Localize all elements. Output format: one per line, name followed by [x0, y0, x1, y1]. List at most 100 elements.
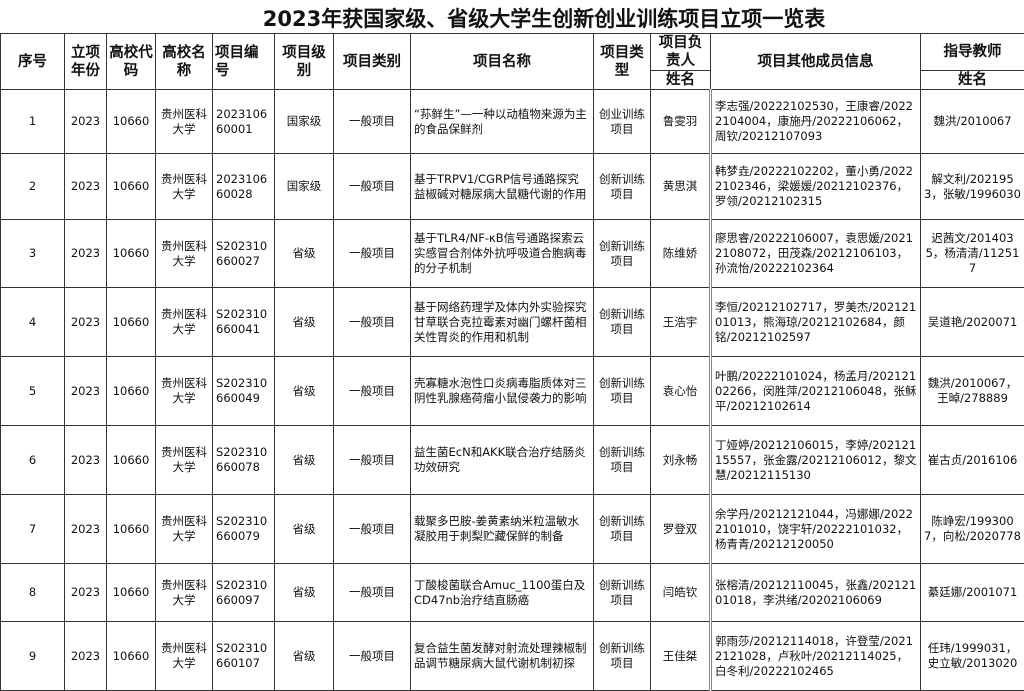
type-cell: 创新训练项目: [594, 154, 651, 220]
type-cell: 创新训练项目: [594, 564, 651, 622]
category-cell: 一般项目: [334, 90, 411, 154]
school-code-cell: 10660: [107, 220, 156, 288]
category-cell: 一般项目: [334, 357, 411, 426]
project-no-cell: S202310660097: [213, 564, 275, 622]
school-name-cell: 贵州医科大学: [156, 154, 213, 220]
header-members: 项目其他成员信息: [711, 34, 921, 90]
category-cell: 一般项目: [334, 622, 411, 691]
leader-cell: 刘永畅: [651, 426, 711, 495]
category-cell: 一般项目: [334, 154, 411, 220]
project-name-cell: 壳寡糖水泡性口炎病毒脂质体对三阴性乳腺癌荷瘤小鼠侵袭力的影响: [411, 357, 594, 426]
seq-cell: 6: [1, 426, 65, 495]
leader-cell: 王佳桀: [651, 622, 711, 691]
header-project-name: 项目名称: [411, 34, 594, 90]
type-cell: 创新训练项目: [594, 495, 651, 564]
year-cell: 2023: [65, 426, 107, 495]
leader-cell: 闫皓钦: [651, 564, 711, 622]
header-school-name: 高校名称: [156, 34, 213, 90]
school-name-cell: 贵州医科大学: [156, 622, 213, 691]
header-school-code: 高校代码: [107, 34, 156, 90]
page-title: 2023年获国家级、省级大学生创新创业训练项目立项一览表: [64, 4, 1024, 34]
members-cell: 余学丹/20212121044，冯娜娜/20222101010，饶宇轩/2022…: [711, 495, 921, 564]
year-cell: 2023: [65, 288, 107, 357]
school-code-cell: 10660: [107, 154, 156, 220]
year-cell: 2023: [65, 495, 107, 564]
level-cell: 国家级: [275, 90, 334, 154]
type-cell: 创新训练项目: [594, 288, 651, 357]
members-cell: 李恒/20212102717，罗美杰/20212101013，熊海琼/20212…: [711, 288, 921, 357]
school-code-cell: 10660: [107, 288, 156, 357]
members-cell: 韩梦垚/20222102202，董小勇/20222102346，梁媛媛/2021…: [711, 154, 921, 220]
level-cell: 省级: [275, 220, 334, 288]
header-project-no: 项目编号: [213, 34, 275, 90]
year-cell: 2023: [65, 564, 107, 622]
school-code-cell: 10660: [107, 90, 156, 154]
type-cell: 创新训练项目: [594, 220, 651, 288]
members-cell: 张榕清/20212110045，张鑫/20212101018，李洪绪/20202…: [711, 564, 921, 622]
project-name-cell: 基于TLR4/NF-κB信号通路探索云实感冒合剂体外抗呼吸道合胞病毒的分子机制: [411, 220, 594, 288]
level-cell: 省级: [275, 495, 334, 564]
advisor-cell: 解文利/2021953，张敏/1996030: [921, 154, 1024, 220]
seq-cell: 8: [1, 564, 65, 622]
leader-cell: 袁心怡: [651, 357, 711, 426]
school-name-cell: 贵州医科大学: [156, 357, 213, 426]
level-cell: 省级: [275, 564, 334, 622]
school-code-cell: 10660: [107, 357, 156, 426]
type-cell: 创新训练项目: [594, 426, 651, 495]
header-leader-name: 姓名: [651, 71, 711, 90]
project-name-cell: “荪鲜生”—一种以动植物来源为主的食品保鲜剂: [411, 90, 594, 154]
project-no-cell: 202310660028: [213, 154, 275, 220]
project-no-cell: S202310660049: [213, 357, 275, 426]
seq-cell: 3: [1, 220, 65, 288]
category-cell: 一般项目: [334, 288, 411, 357]
school-name-cell: 贵州医科大学: [156, 495, 213, 564]
category-cell: 一般项目: [334, 426, 411, 495]
project-no-cell: S202310660079: [213, 495, 275, 564]
category-cell: 一般项目: [334, 564, 411, 622]
members-cell: 李志强/20222102530，王康睿/20222104004，康施丹/2022…: [711, 90, 921, 154]
header-level: 项目级别: [275, 34, 334, 90]
project-name-cell: 益生菌EcN和AKK联合治疗结肠炎功效研究: [411, 426, 594, 495]
members-cell: 廖思睿/20222106007，袁思媛/20212108072，田茂森/2021…: [711, 220, 921, 288]
members-cell: 郭雨莎/20212114018，许登莹/20212121028，卢秋叶/2021…: [711, 622, 921, 691]
header-row: 序号 立项年份 高校代码 高校名称 项目编号 项目级别 项目类别 项目名称 项目…: [1, 34, 1024, 71]
header-advisor: 指导教师: [921, 34, 1024, 71]
advisor-cell: 任玮/1999031，史立敏/2013020: [921, 622, 1024, 691]
seq-cell: 2: [1, 154, 65, 220]
header-year: 立项年份: [65, 34, 107, 90]
seq-cell: 1: [1, 90, 65, 154]
project-name-cell: 复合益生菌发酵对射流处理辣椒制品调节糖尿病大鼠代谢机制初探: [411, 622, 594, 691]
project-name-cell: 载聚多巴胺-姜黄素纳米粒温敏水凝胶用于刺梨贮藏保鲜的制备: [411, 495, 594, 564]
level-cell: 省级: [275, 357, 334, 426]
school-name-cell: 贵州医科大学: [156, 90, 213, 154]
category-cell: 一般项目: [334, 495, 411, 564]
leader-cell: 陈维娇: [651, 220, 711, 288]
level-cell: 省级: [275, 426, 334, 495]
type-cell: 创业训练项目: [594, 90, 651, 154]
advisor-cell: 崔古贞/2016106: [921, 426, 1024, 495]
project-no-cell: S202310660027: [213, 220, 275, 288]
project-name-cell: 基于TRPV1/CGRP信号通路探究益椒碱对糖尿病大鼠糖代谢的作用: [411, 154, 594, 220]
school-name-cell: 贵州医科大学: [156, 288, 213, 357]
seq-cell: 9: [1, 622, 65, 691]
school-name-cell: 贵州医科大学: [156, 426, 213, 495]
advisor-cell: 魏洪/2010067，王晫/278889: [921, 357, 1024, 426]
header-leader: 项目负责人: [651, 34, 711, 71]
advisor-cell: 迟茜文/2014035，杨清清/112517: [921, 220, 1024, 288]
level-cell: 省级: [275, 622, 334, 691]
header-category: 项目类别: [334, 34, 411, 90]
leader-cell: 王浩宇: [651, 288, 711, 357]
type-cell: 创新训练项目: [594, 622, 651, 691]
year-cell: 2023: [65, 220, 107, 288]
school-name-cell: 贵州医科大学: [156, 564, 213, 622]
leader-cell: 鲁雯羽: [651, 90, 711, 154]
project-no-cell: S202310660041: [213, 288, 275, 357]
seq-cell: 7: [1, 495, 65, 564]
project-no-cell: 202310660001: [213, 90, 275, 154]
